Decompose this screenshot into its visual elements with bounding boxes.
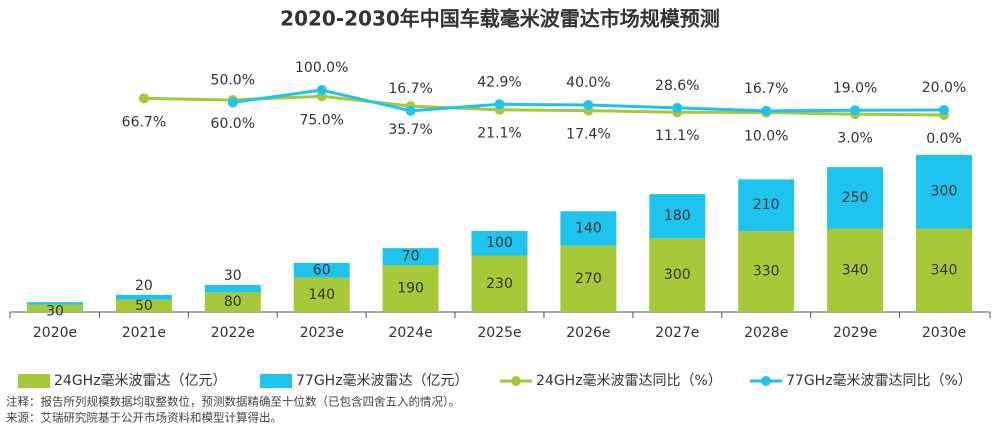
bar bbox=[827, 167, 884, 229]
data-label: 60.0% bbox=[211, 116, 255, 132]
data-label: 19.0% bbox=[833, 80, 877, 96]
data-label: 28.6% bbox=[655, 78, 699, 94]
point bbox=[494, 99, 505, 110]
legend-swatch bbox=[18, 374, 50, 388]
x-tick-label: 2030e bbox=[922, 325, 966, 341]
bar bbox=[204, 284, 261, 293]
legend-label: 24GHz毫米波雷达同比（%） bbox=[536, 372, 722, 389]
x-tick-label: 2026e bbox=[566, 325, 610, 341]
data-label: 40.0% bbox=[566, 75, 610, 91]
data-label: 190 bbox=[397, 281, 424, 297]
point bbox=[850, 105, 861, 116]
data-label: 50 bbox=[135, 298, 153, 314]
x-tick-label: 2022e bbox=[211, 325, 255, 341]
legend-label: 77GHz毫米波雷达（亿元） bbox=[296, 372, 469, 389]
data-label: 300 bbox=[664, 267, 691, 283]
point bbox=[761, 105, 772, 116]
point bbox=[939, 105, 949, 115]
x-tick-label: 2027e bbox=[655, 325, 699, 341]
legend-label: 24GHz毫米波雷达（亿元） bbox=[54, 372, 227, 389]
bar bbox=[27, 304, 83, 312]
data-label: 42.9% bbox=[477, 74, 521, 90]
data-label: 30 bbox=[46, 303, 64, 319]
bar bbox=[382, 248, 439, 266]
data-label: 180 bbox=[664, 208, 691, 224]
data-label: 100 bbox=[486, 235, 513, 251]
data-label: 50.0% bbox=[211, 73, 255, 89]
bar bbox=[916, 154, 972, 229]
legend-swatch bbox=[761, 376, 771, 386]
data-label: 66.7% bbox=[122, 114, 166, 130]
data-label: 270 bbox=[575, 271, 602, 287]
bar bbox=[471, 230, 528, 256]
bar bbox=[560, 211, 617, 246]
bar bbox=[827, 228, 884, 312]
chart-title: 2020-2030年中国车载毫米波雷达市场规模预测 bbox=[280, 7, 720, 31]
x-tick-label: 2024e bbox=[388, 325, 432, 341]
data-label: 60 bbox=[313, 262, 331, 278]
legend-swatch bbox=[511, 376, 521, 386]
data-label: 140 bbox=[575, 221, 602, 237]
data-label: 17.4% bbox=[566, 127, 610, 143]
bar bbox=[738, 230, 795, 312]
data-label: 80 bbox=[224, 294, 242, 310]
data-label: 20 bbox=[135, 278, 153, 294]
data-label: 16.7% bbox=[388, 81, 432, 97]
data-label: 30 bbox=[224, 268, 242, 284]
data-label: 75.0% bbox=[299, 112, 343, 128]
point bbox=[405, 105, 416, 116]
bar bbox=[293, 277, 350, 312]
bar bbox=[115, 294, 172, 300]
data-label: 100.0% bbox=[295, 60, 348, 76]
source: 来源：艾瑞研究院基于公开市场资料和模型计算得出。 bbox=[6, 411, 282, 425]
point bbox=[316, 85, 327, 95]
point bbox=[138, 93, 149, 104]
bar bbox=[560, 245, 617, 312]
x-tick-label: 2029e bbox=[833, 325, 877, 341]
data-label: 3.0% bbox=[837, 130, 873, 146]
line bbox=[143, 94, 945, 117]
bar bbox=[649, 238, 706, 312]
data-label: 16.7% bbox=[744, 81, 788, 97]
point bbox=[227, 97, 238, 108]
bar bbox=[471, 255, 528, 312]
data-label: 11.1% bbox=[655, 128, 699, 144]
x-tick-label: 2020e bbox=[33, 325, 77, 341]
bar bbox=[649, 194, 706, 239]
data-label: 250 bbox=[842, 190, 869, 206]
x-tick-label: 2021e bbox=[122, 325, 166, 341]
bar bbox=[27, 302, 83, 305]
bar bbox=[115, 299, 172, 312]
x-tick-label: 2028e bbox=[744, 325, 788, 341]
data-label: 21.1% bbox=[477, 126, 521, 142]
data-label: 0.0% bbox=[926, 131, 962, 147]
data-label: 210 bbox=[753, 197, 780, 213]
data-label: 230 bbox=[486, 276, 513, 292]
bar bbox=[204, 292, 261, 312]
point bbox=[583, 100, 594, 110]
data-label: 20.0% bbox=[922, 80, 966, 96]
data-label: 10.0% bbox=[744, 129, 788, 145]
data-label: 300 bbox=[931, 184, 958, 200]
data-label: 140 bbox=[308, 287, 335, 303]
x-tick-label: 2025e bbox=[477, 325, 521, 341]
data-label: 35.7% bbox=[388, 122, 432, 138]
data-label: 340 bbox=[931, 262, 958, 278]
legend-swatch bbox=[260, 374, 292, 388]
note: 注释：报告所列规模数据均取整数位，预测数据精确至十位数（已包含四舍五入的情况）。 bbox=[6, 395, 460, 409]
x-tick-label: 2023e bbox=[300, 325, 344, 341]
point bbox=[672, 102, 683, 113]
data-label: 330 bbox=[753, 263, 780, 279]
bar bbox=[738, 179, 795, 231]
bar bbox=[382, 265, 439, 312]
bar bbox=[916, 228, 972, 312]
data-label: 340 bbox=[842, 262, 869, 278]
data-label: 70 bbox=[402, 249, 420, 265]
bar bbox=[293, 262, 350, 278]
legend-label: 77GHz毫米波雷达同比（%） bbox=[786, 372, 972, 389]
